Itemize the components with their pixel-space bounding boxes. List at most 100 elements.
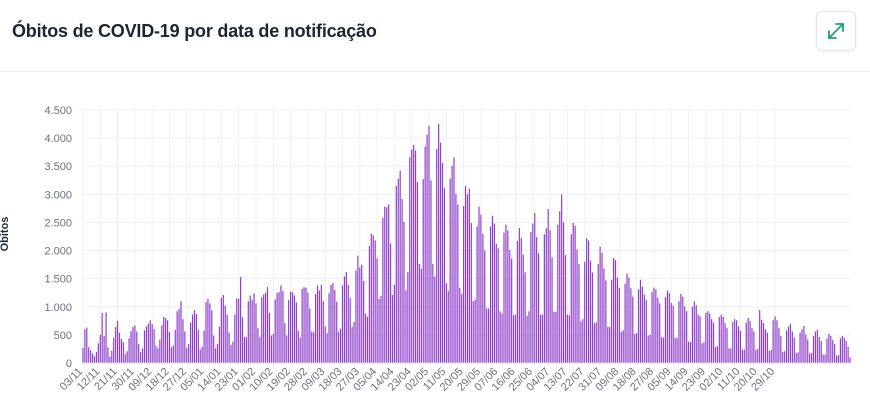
expand-chart-button[interactable] xyxy=(816,11,856,51)
bar xyxy=(680,293,682,363)
bar xyxy=(728,348,730,363)
bar xyxy=(295,302,297,363)
bar xyxy=(818,337,820,363)
bar xyxy=(657,297,659,363)
bar xyxy=(266,287,269,363)
bar xyxy=(320,284,322,363)
bar xyxy=(530,232,532,363)
bar xyxy=(661,337,663,363)
bar xyxy=(568,315,570,363)
bar xyxy=(318,290,321,363)
y-tick-label: 2.500 xyxy=(44,217,72,229)
bar xyxy=(555,311,557,363)
bar xyxy=(209,303,211,363)
bar xyxy=(518,228,520,363)
bar xyxy=(712,322,715,363)
bar xyxy=(207,298,209,363)
bar xyxy=(120,338,123,363)
bar xyxy=(637,289,640,363)
bar xyxy=(393,284,395,363)
bar xyxy=(184,331,186,363)
y-axis-title: Óbitos xyxy=(0,217,11,252)
bar xyxy=(353,321,355,363)
bar xyxy=(432,264,434,363)
bar xyxy=(809,353,811,363)
bar xyxy=(682,296,684,363)
bar xyxy=(111,350,113,363)
bar xyxy=(507,230,509,363)
bar xyxy=(286,335,288,363)
bar xyxy=(91,353,94,363)
bar xyxy=(339,328,342,363)
bar xyxy=(274,299,276,363)
chart-card-header: Óbitos de COVID-19 por data de notificaç… xyxy=(0,0,870,72)
bar xyxy=(684,306,686,363)
bar xyxy=(545,228,547,363)
bar xyxy=(364,313,367,363)
bar xyxy=(803,325,805,363)
bar xyxy=(232,341,234,363)
bar xyxy=(649,334,651,363)
bar xyxy=(810,352,813,363)
bar xyxy=(155,346,157,363)
bar xyxy=(551,257,553,363)
bar xyxy=(634,333,636,363)
bar xyxy=(659,303,661,363)
bar xyxy=(578,264,580,363)
bar xyxy=(178,309,180,363)
bar xyxy=(361,264,363,363)
bar xyxy=(843,337,845,363)
bar xyxy=(399,170,401,363)
bar xyxy=(707,311,709,363)
bar xyxy=(195,314,197,363)
bar xyxy=(820,341,822,363)
bar xyxy=(795,352,797,363)
bar xyxy=(257,328,259,363)
bar xyxy=(240,276,242,363)
bar xyxy=(476,226,478,363)
bar xyxy=(191,314,194,363)
bar xyxy=(574,225,576,363)
bar xyxy=(787,326,790,363)
bar xyxy=(409,157,411,363)
bar xyxy=(778,328,780,363)
bar xyxy=(420,268,422,363)
bar xyxy=(439,142,442,363)
bar xyxy=(176,311,178,363)
bar xyxy=(90,350,92,363)
bar xyxy=(382,217,384,363)
bar xyxy=(793,337,795,363)
bar xyxy=(411,149,413,363)
bar xyxy=(636,333,638,363)
bar xyxy=(172,345,174,363)
bar xyxy=(478,206,480,363)
bar xyxy=(157,348,159,363)
bar xyxy=(705,312,707,363)
bar xyxy=(643,294,645,363)
expand-icon xyxy=(828,23,844,39)
y-tick-label: 4.000 xyxy=(44,133,72,145)
bar xyxy=(834,343,836,363)
bar xyxy=(536,237,538,363)
bar xyxy=(562,222,565,363)
bar xyxy=(486,308,488,363)
bar xyxy=(741,349,743,363)
bar xyxy=(132,327,134,363)
bar xyxy=(584,261,586,363)
bar xyxy=(776,320,778,363)
bar xyxy=(501,313,503,363)
bar xyxy=(326,333,328,363)
bar xyxy=(301,288,303,363)
bar xyxy=(670,302,672,363)
bar xyxy=(180,301,182,363)
bar xyxy=(839,338,842,363)
bar xyxy=(391,294,394,363)
bar xyxy=(134,325,136,363)
bar xyxy=(624,283,626,363)
bar xyxy=(666,290,668,363)
bar xyxy=(782,351,784,363)
bar xyxy=(493,223,495,363)
bar xyxy=(170,347,172,363)
bar xyxy=(343,276,346,363)
bar xyxy=(130,330,132,363)
